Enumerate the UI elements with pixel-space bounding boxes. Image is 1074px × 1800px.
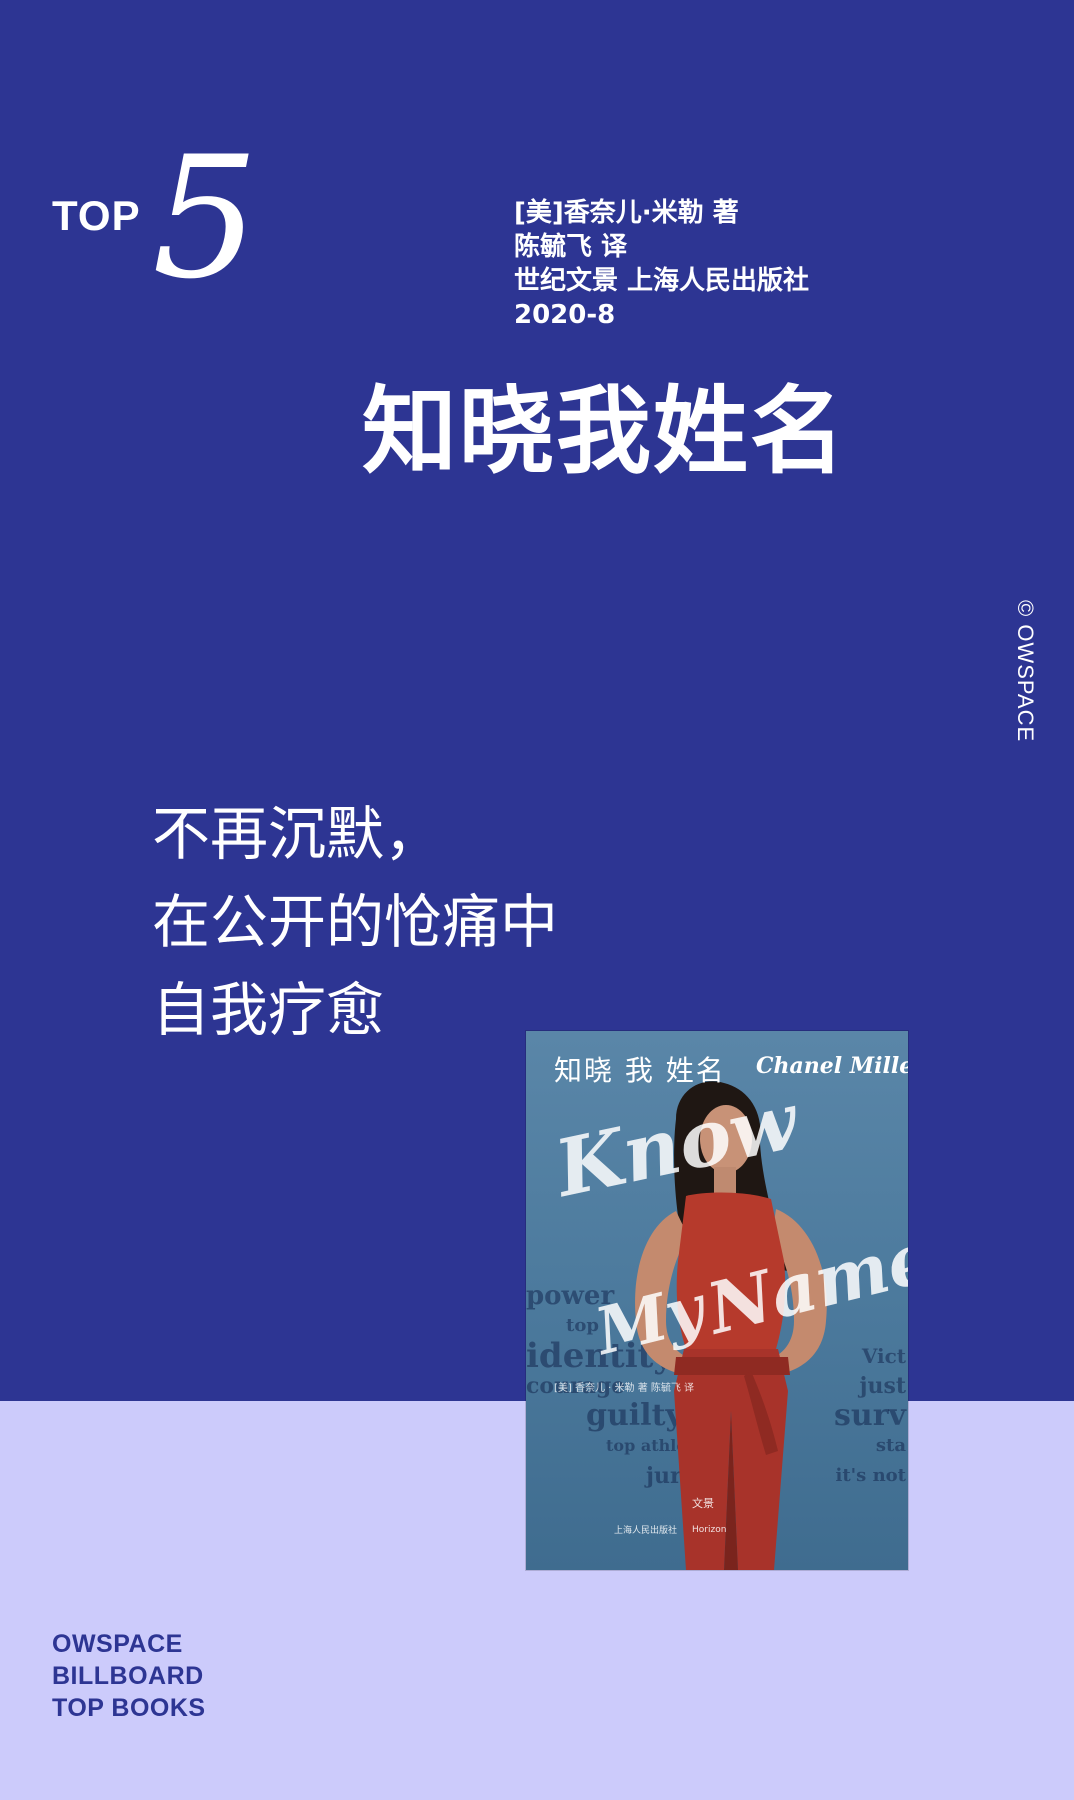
- cover-imprint-en: Horizon: [692, 1525, 727, 1535]
- book-meta: [美]香奈儿·米勒 著 陈毓飞 译 世纪文景 上海人民出版社 2020-8: [514, 196, 809, 332]
- author-line: [美]香奈儿·米勒 著: [514, 198, 739, 228]
- cover-word: surv: [834, 1398, 906, 1433]
- cover-imprint: 文景: [692, 1497, 714, 1510]
- tagline-line-1: 不再沉默，: [152, 800, 443, 868]
- publisher-line: 世纪文景 上海人民出版社: [514, 266, 810, 296]
- tagline: 不再沉默， 在公开的怆痛中 自我疗愈: [152, 790, 558, 1054]
- cover-publisher: 上海人民出版社: [614, 1526, 678, 1536]
- copyright-text: © OWSPACE: [1013, 600, 1038, 743]
- cover-word: it's not: [835, 1465, 906, 1486]
- book-cover: power top identity courage guilty top at…: [526, 1031, 908, 1570]
- rank-label: TOP: [52, 192, 141, 239]
- series-label: OWSPACE BILLBOARD TOP BOOKS: [52, 1628, 206, 1724]
- date-line: 2020-8: [514, 300, 616, 330]
- cover-author: Chanel Miller: [756, 1053, 908, 1079]
- series-line-3: TOP BOOKS: [52, 1694, 206, 1722]
- copyright: © OWSPACE: [1010, 600, 1042, 743]
- cover-word: courage: [526, 1373, 626, 1399]
- tagline-line-3: 自我疗愈: [152, 976, 385, 1044]
- series-line-2: BILLBOARD: [52, 1662, 204, 1690]
- book-title: 知晓我姓名: [362, 377, 848, 487]
- cover-word: sta: [875, 1435, 906, 1456]
- cover-background-words-right: Vict just surv sta it's not: [834, 1341, 906, 1491]
- cover-word: just: [859, 1373, 906, 1399]
- cover-credits: [美] 香奈儿 · 米勒 著 陈毓飞 译: [554, 1383, 695, 1394]
- cover-word: power: [526, 1281, 615, 1311]
- series-line-1: OWSPACE: [52, 1630, 183, 1658]
- cover-cn-title: 知晓 我 姓名: [554, 1054, 726, 1087]
- rank-number: 5: [152, 120, 259, 316]
- cover-portrait: [635, 1081, 827, 1570]
- translator-line: 陈毓飞 译: [514, 232, 628, 262]
- cover-word: Vict: [861, 1344, 906, 1368]
- cover-word: guilty: [586, 1398, 683, 1433]
- tagline-line-2: 在公开的怆痛中: [152, 888, 559, 956]
- cover-word: top: [566, 1315, 599, 1336]
